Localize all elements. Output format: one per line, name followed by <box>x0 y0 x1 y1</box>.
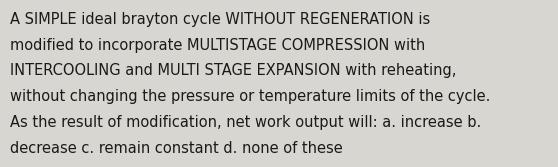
Text: A SIMPLE ideal brayton cycle WITHOUT REGENERATION is: A SIMPLE ideal brayton cycle WITHOUT REG… <box>10 12 430 27</box>
Text: without changing the pressure or temperature limits of the cycle.: without changing the pressure or tempera… <box>10 89 490 104</box>
Text: As the result of modification, net work output will: a. increase b.: As the result of modification, net work … <box>10 115 482 130</box>
Text: INTERCOOLING and MULTI STAGE EXPANSION with reheating,: INTERCOOLING and MULTI STAGE EXPANSION w… <box>10 63 456 78</box>
Text: decrease c. remain constant d. none of these: decrease c. remain constant d. none of t… <box>10 141 343 156</box>
Text: modified to incorporate MULTISTAGE COMPRESSION with: modified to incorporate MULTISTAGE COMPR… <box>10 38 425 53</box>
